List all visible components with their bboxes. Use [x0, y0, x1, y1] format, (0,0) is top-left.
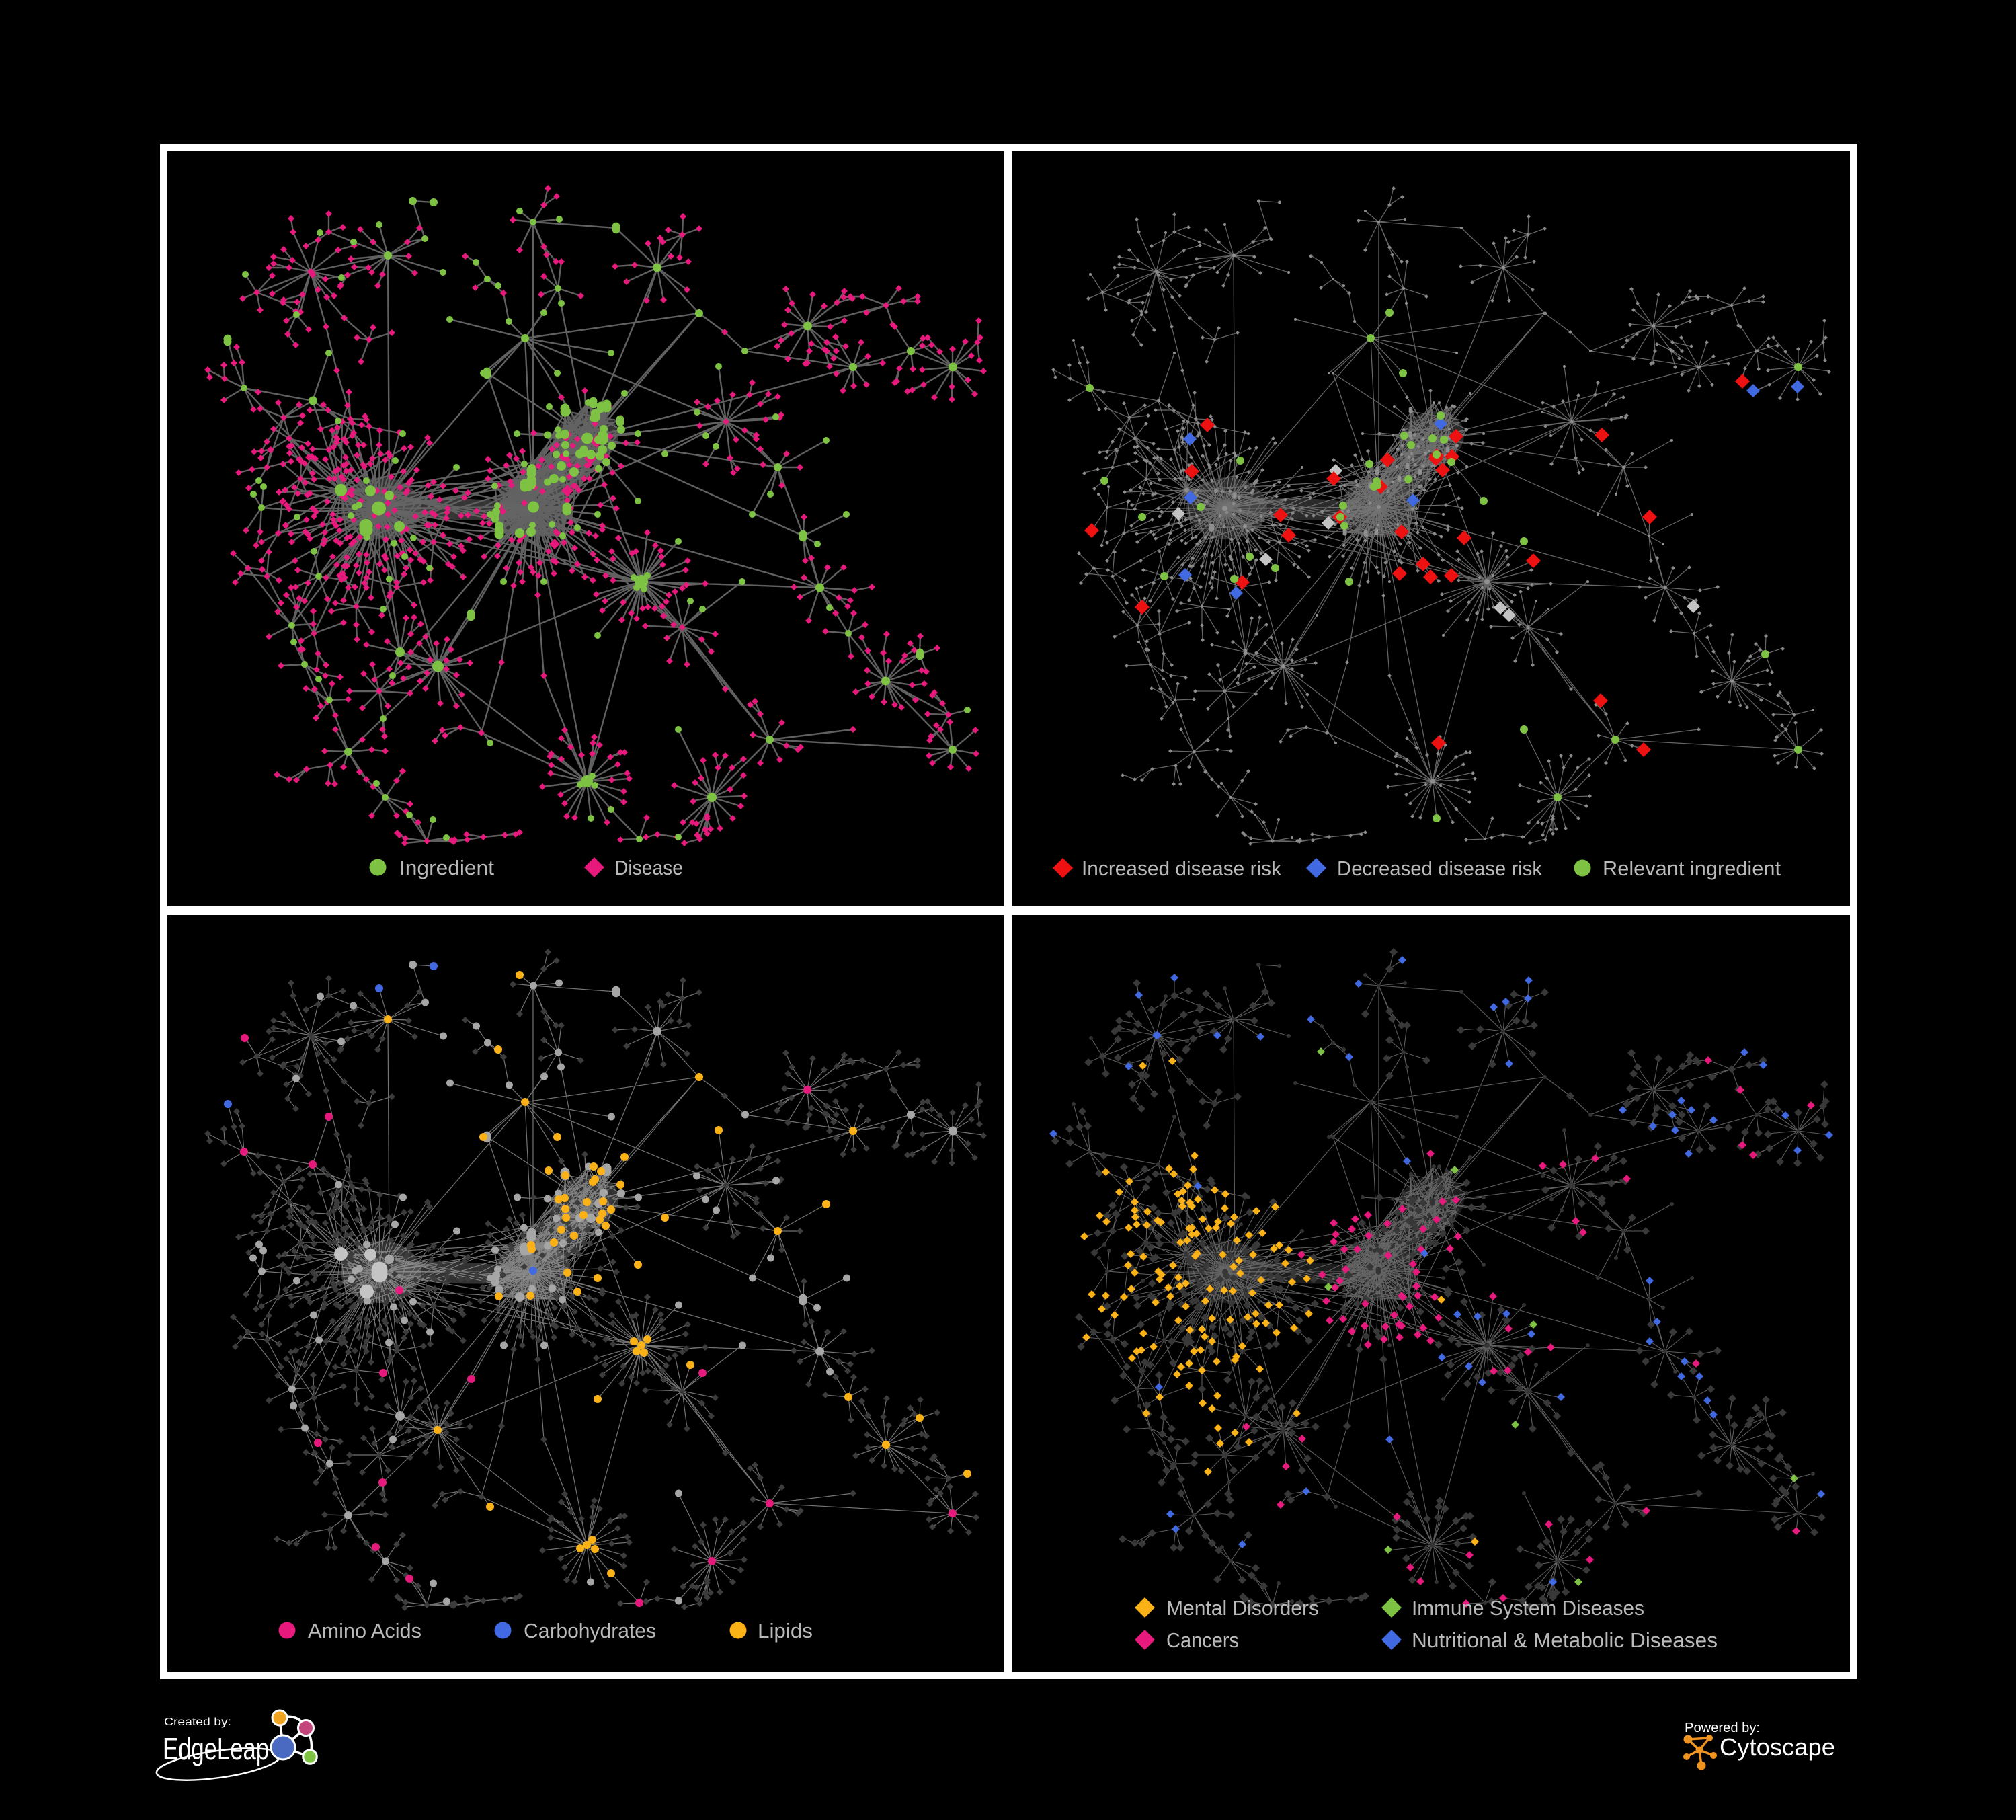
svg-text:Amino Acids: Amino Acids — [308, 1619, 421, 1643]
svg-text:Powered by:: Powered by: — [1685, 1720, 1760, 1735]
svg-text:Mental Disorders: Mental Disorders — [1166, 1596, 1319, 1620]
svg-text:Immune System Diseases: Immune System Diseases — [1412, 1596, 1644, 1620]
svg-text:Carbohydrates: Carbohydrates — [524, 1619, 656, 1643]
svg-text:Cancers: Cancers — [1166, 1628, 1239, 1652]
svg-text:EdgeLeap: EdgeLeap — [163, 1731, 269, 1766]
svg-text:Disease: Disease — [614, 856, 683, 879]
svg-text:Lipids: Lipids — [758, 1619, 813, 1643]
svg-text:Cytoscape: Cytoscape — [1720, 1733, 1835, 1761]
svg-text:Created by:: Created by: — [164, 1716, 231, 1728]
svg-text:Decreased disease risk: Decreased disease risk — [1337, 857, 1542, 880]
svg-text:Increased disease risk: Increased disease risk — [1082, 857, 1281, 880]
svg-text:Ingredient: Ingredient — [399, 856, 494, 879]
svg-text:Relevant ingredient: Relevant ingredient — [1603, 857, 1781, 880]
svg-text:Nutritional & Metabolic Diseas: Nutritional & Metabolic Diseases — [1412, 1628, 1718, 1652]
